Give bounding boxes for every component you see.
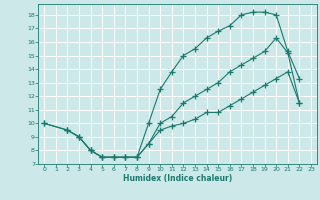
X-axis label: Humidex (Indice chaleur): Humidex (Indice chaleur) — [123, 174, 232, 183]
